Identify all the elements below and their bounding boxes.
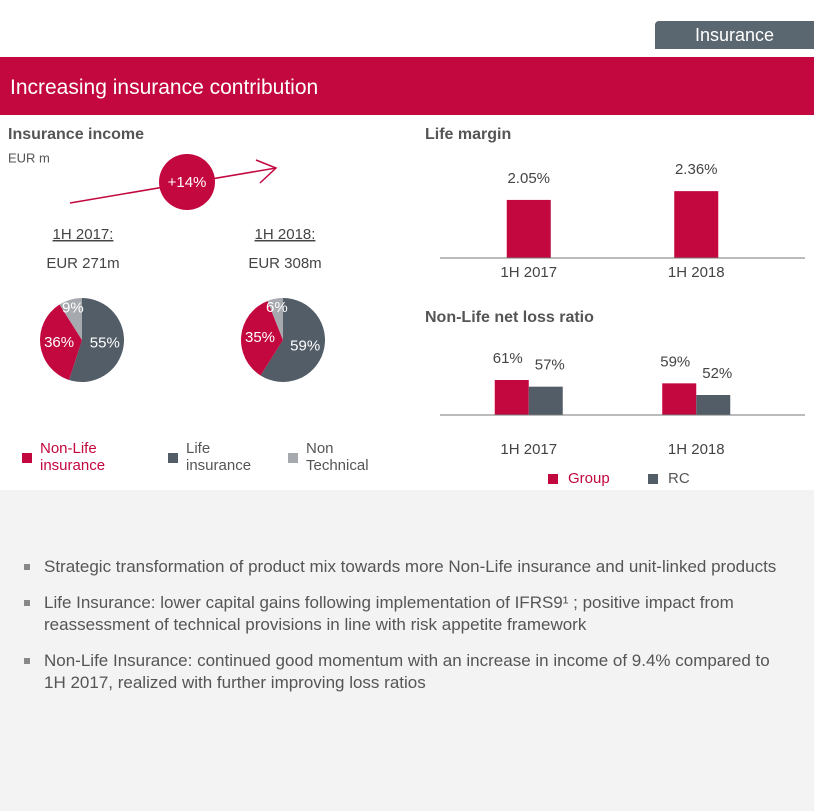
legend-label: Non-Life insurance: [40, 440, 106, 474]
chart-title: Non-Life net loss ratio: [425, 309, 594, 326]
slice-label: 9%: [62, 300, 84, 317]
bullet-list: Strategic transformation of product mix …: [22, 556, 782, 708]
pie-slice: [241, 300, 283, 376]
value-label: 2.36%: [675, 161, 718, 178]
slide-title: Increasing insurance contribution: [10, 76, 319, 99]
bar: [506, 199, 551, 258]
notes-panel: [0, 490, 814, 811]
slice-label: 55%: [90, 335, 120, 352]
bullet: Non-Life Insurance: continued good momen…: [22, 650, 782, 694]
pie-slice: [267, 298, 283, 340]
chart-title: Life margin: [425, 126, 511, 143]
panel-title: Insurance income: [8, 126, 144, 143]
pie-title: 1H 2018:: [255, 226, 316, 243]
panel-unit: EUR m: [8, 150, 50, 165]
value-label: 57%: [535, 357, 565, 374]
pie-title: 1H 2017:: [53, 226, 114, 243]
pie-subtitle: EUR 308m: [248, 255, 321, 272]
x-tick-label: 1H 2018: [668, 441, 725, 458]
legend-swatch: [648, 474, 658, 484]
bar: [528, 386, 563, 415]
bullet: Strategic transformation of product mix …: [22, 556, 782, 578]
bar: [696, 395, 731, 415]
value-label: 2.05%: [507, 170, 550, 187]
growth-badge: [159, 154, 215, 210]
value-label: 59%: [660, 353, 690, 370]
pie-slice: [40, 304, 82, 380]
legend-swatch: [548, 474, 558, 484]
slice-label: 36%: [44, 334, 74, 351]
legend-swatch: [22, 453, 32, 463]
slice-label: 35%: [245, 329, 275, 346]
x-tick-label: 1H 2017: [500, 264, 557, 281]
bullet: Life Insurance: lower capital gains foll…: [22, 592, 782, 636]
pie-slice: [69, 298, 125, 383]
slice-label: 59%: [290, 337, 320, 354]
x-tick-label: 1H 2018: [668, 264, 725, 281]
bar: [674, 191, 719, 258]
legend-label: RC: [668, 470, 690, 487]
growth-label: +14%: [168, 174, 207, 191]
legend-label: Non Technical: [306, 440, 369, 474]
arrow-head: [255, 159, 278, 184]
legend-label: Life insurance: [186, 440, 252, 474]
slice-label: 6%: [266, 299, 288, 316]
value-label: 61%: [493, 350, 523, 367]
pie-slice: [59, 298, 82, 340]
pie-slice: [260, 298, 326, 383]
pie-subtitle: EUR 271m: [46, 255, 119, 272]
bar: [662, 383, 697, 415]
legend-swatch: [288, 453, 298, 463]
title-bar: [0, 57, 814, 115]
x-tick-label: 1H 2017: [500, 441, 557, 458]
value-label: 52%: [702, 365, 732, 382]
legend-swatch: [168, 453, 178, 463]
section-tag: Insurance: [655, 21, 814, 49]
legend-label: Group: [568, 470, 610, 487]
bar: [494, 380, 529, 415]
